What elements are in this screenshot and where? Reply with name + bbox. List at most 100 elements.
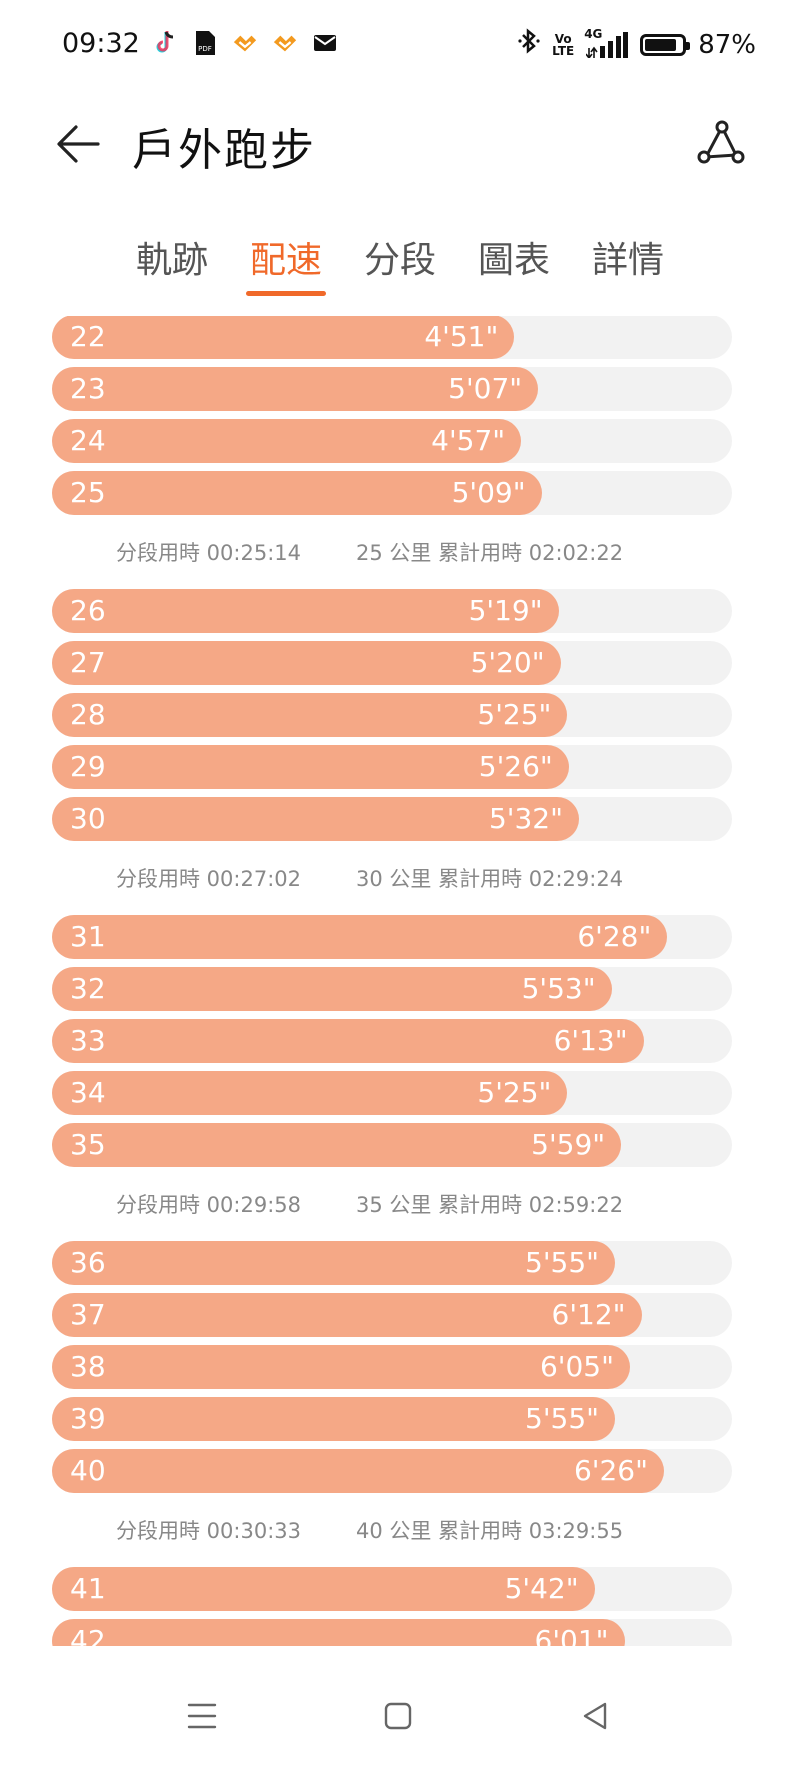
pace-bar: 42 6'01": [52, 1619, 625, 1646]
pace-value: 5'09": [451, 476, 526, 509]
pace-row[interactable]: 33 6'13": [52, 1019, 732, 1063]
share-route-button[interactable]: [692, 116, 750, 174]
pace-value: 5'53": [521, 972, 596, 1005]
pace-bar: 31 6'28": [52, 915, 668, 959]
tab-splits[interactable]: 分段: [363, 240, 436, 281]
svg-text:PDF: PDF: [198, 45, 212, 53]
battery-icon: [640, 33, 691, 56]
pace-value: 5'26": [478, 750, 553, 783]
segment-time: 分段用時 00:25:14: [116, 541, 301, 565]
tiktok-icon: [152, 30, 178, 56]
segment-summary: 分段用時 00:30:33 40 公里 累計用時 03:29:55: [0, 1501, 800, 1559]
pace-row[interactable]: 36 5'55": [52, 1241, 732, 1285]
km-label: 40: [70, 1454, 106, 1487]
pdf-icon: PDF: [192, 30, 218, 56]
km-label: 41: [70, 1572, 106, 1605]
pace-bar: 30 5'32": [52, 797, 579, 841]
pace-bar: 24 4'57": [52, 419, 522, 463]
pace-value: 5'59": [531, 1128, 606, 1161]
pace-row[interactable]: 35 5'59": [52, 1123, 732, 1167]
pace-row[interactable]: 25 5'09": [52, 471, 732, 515]
sweat-icon: [232, 30, 258, 56]
km-label: 38: [70, 1350, 106, 1383]
km-label: 30: [70, 802, 106, 835]
pace-row[interactable]: 37 6'12": [52, 1293, 732, 1337]
pace-row[interactable]: 24 4'57": [52, 419, 732, 463]
tab-track[interactable]: 軌跡: [135, 240, 208, 281]
pace-bar: 40 6'26": [52, 1449, 664, 1493]
pace-row[interactable]: 26 5'19": [52, 589, 732, 633]
sweat-icon: [272, 30, 298, 56]
pace-row[interactable]: 27 5'20": [52, 641, 732, 685]
pace-row[interactable]: 28 5'25": [52, 693, 732, 737]
pace-row[interactable]: 29 5'26": [52, 745, 732, 789]
pace-bar: 28 5'25": [52, 693, 568, 737]
pace-list: 22 4'51" 23 5'07" 24 4'57" 25 5'09" 分段用時 00:25:1…: [0, 316, 800, 1646]
pace-row[interactable]: 34 5'25": [52, 1071, 732, 1115]
pace-bar: 38 6'05": [52, 1345, 630, 1389]
pace-value: 6'26": [573, 1454, 648, 1487]
tab-pace[interactable]: 配速: [245, 236, 326, 298]
pace-value: 5'32": [488, 802, 563, 835]
segment-time: 分段用時 00:29:58: [116, 1193, 301, 1217]
pace-bar: 27 5'20": [52, 641, 561, 685]
back-arrow-icon: [56, 124, 100, 168]
km-label: 25: [70, 476, 106, 509]
pace-bar: 34 5'25": [52, 1071, 568, 1115]
cumulative-time: 25 公里 累計用時 02:02:22: [356, 541, 624, 565]
pace-bar: 32 5'53": [52, 967, 612, 1011]
pace-value: 5'42": [504, 1572, 579, 1605]
home-square-icon: [383, 1701, 413, 1735]
pace-value: 5'55": [525, 1402, 600, 1435]
menu-icon: [186, 1701, 218, 1735]
home-button[interactable]: [368, 1688, 428, 1748]
km-label: 32: [70, 972, 106, 1005]
pace-bar: 39 5'55": [52, 1397, 616, 1441]
network-type: 4G: [584, 26, 603, 41]
segment-time: 分段用時 00:30:33: [116, 1519, 301, 1543]
pace-row[interactable]: 40 6'26": [52, 1449, 732, 1493]
pace-bar: 25 5'09": [52, 471, 542, 515]
segment-summary: 分段用時 00:29:58 35 公里 累計用時 02:59:22: [0, 1175, 800, 1233]
pace-row[interactable]: 23 5'07": [52, 367, 732, 411]
pace-row[interactable]: 39 5'55": [52, 1397, 732, 1441]
volte-icon: Vo LTE: [552, 31, 575, 58]
km-label: 26: [70, 594, 106, 627]
pace-row[interactable]: 31 6'28": [52, 915, 732, 959]
km-label: 42: [70, 1624, 106, 1646]
pace-value: 5'55": [525, 1246, 600, 1279]
pace-list-scroll[interactable]: 22 4'51" 23 5'07" 24 4'57" 25 5'09" 分段用時 00:25:1…: [0, 316, 800, 1646]
pace-row[interactable]: 30 5'32": [52, 797, 732, 841]
pace-value: 6'13": [553, 1024, 628, 1057]
km-label: 35: [70, 1128, 106, 1161]
pace-value: 5'20": [470, 646, 545, 679]
pace-row[interactable]: 41 5'42": [52, 1567, 732, 1611]
pace-bar: 36 5'55": [52, 1241, 616, 1285]
pace-row[interactable]: 22 4'51": [52, 316, 732, 359]
pace-value: 4'51": [424, 320, 499, 353]
km-label: 28: [70, 698, 106, 731]
menu-button[interactable]: [172, 1688, 232, 1748]
bluetooth-icon: [518, 28, 540, 61]
status-bar: 09:32 PDF Vo LTE 4G 87%: [0, 0, 800, 92]
pace-value: 4'57": [431, 424, 506, 457]
pace-row[interactable]: 38 6'05": [52, 1345, 732, 1389]
back-button[interactable]: [50, 118, 106, 174]
page-title: 戶外跑步: [132, 125, 316, 176]
segment-summary: 分段用時 00:25:14 25 公里 累計用時 02:02:22: [0, 523, 800, 581]
back-triangle-icon: [581, 1701, 611, 1735]
nav-back-button[interactable]: [566, 1688, 626, 1748]
segment-time: 分段用時 00:27:02: [116, 867, 301, 891]
km-label: 33: [70, 1024, 106, 1057]
km-label: 39: [70, 1402, 106, 1435]
pace-bar: 29 5'26": [52, 745, 569, 789]
tab-details[interactable]: 詳情: [592, 240, 665, 281]
pace-row[interactable]: 32 5'53": [52, 967, 732, 1011]
pace-row[interactable]: 42 6'01": [52, 1619, 732, 1646]
km-label: 27: [70, 646, 106, 679]
battery-percent: 87%: [698, 29, 756, 60]
signal-icon: 4G: [584, 28, 629, 58]
pace-bar: 37 6'12": [52, 1293, 642, 1337]
tab-charts[interactable]: 圖表: [478, 240, 551, 281]
pace-value: 6'05": [539, 1350, 614, 1383]
